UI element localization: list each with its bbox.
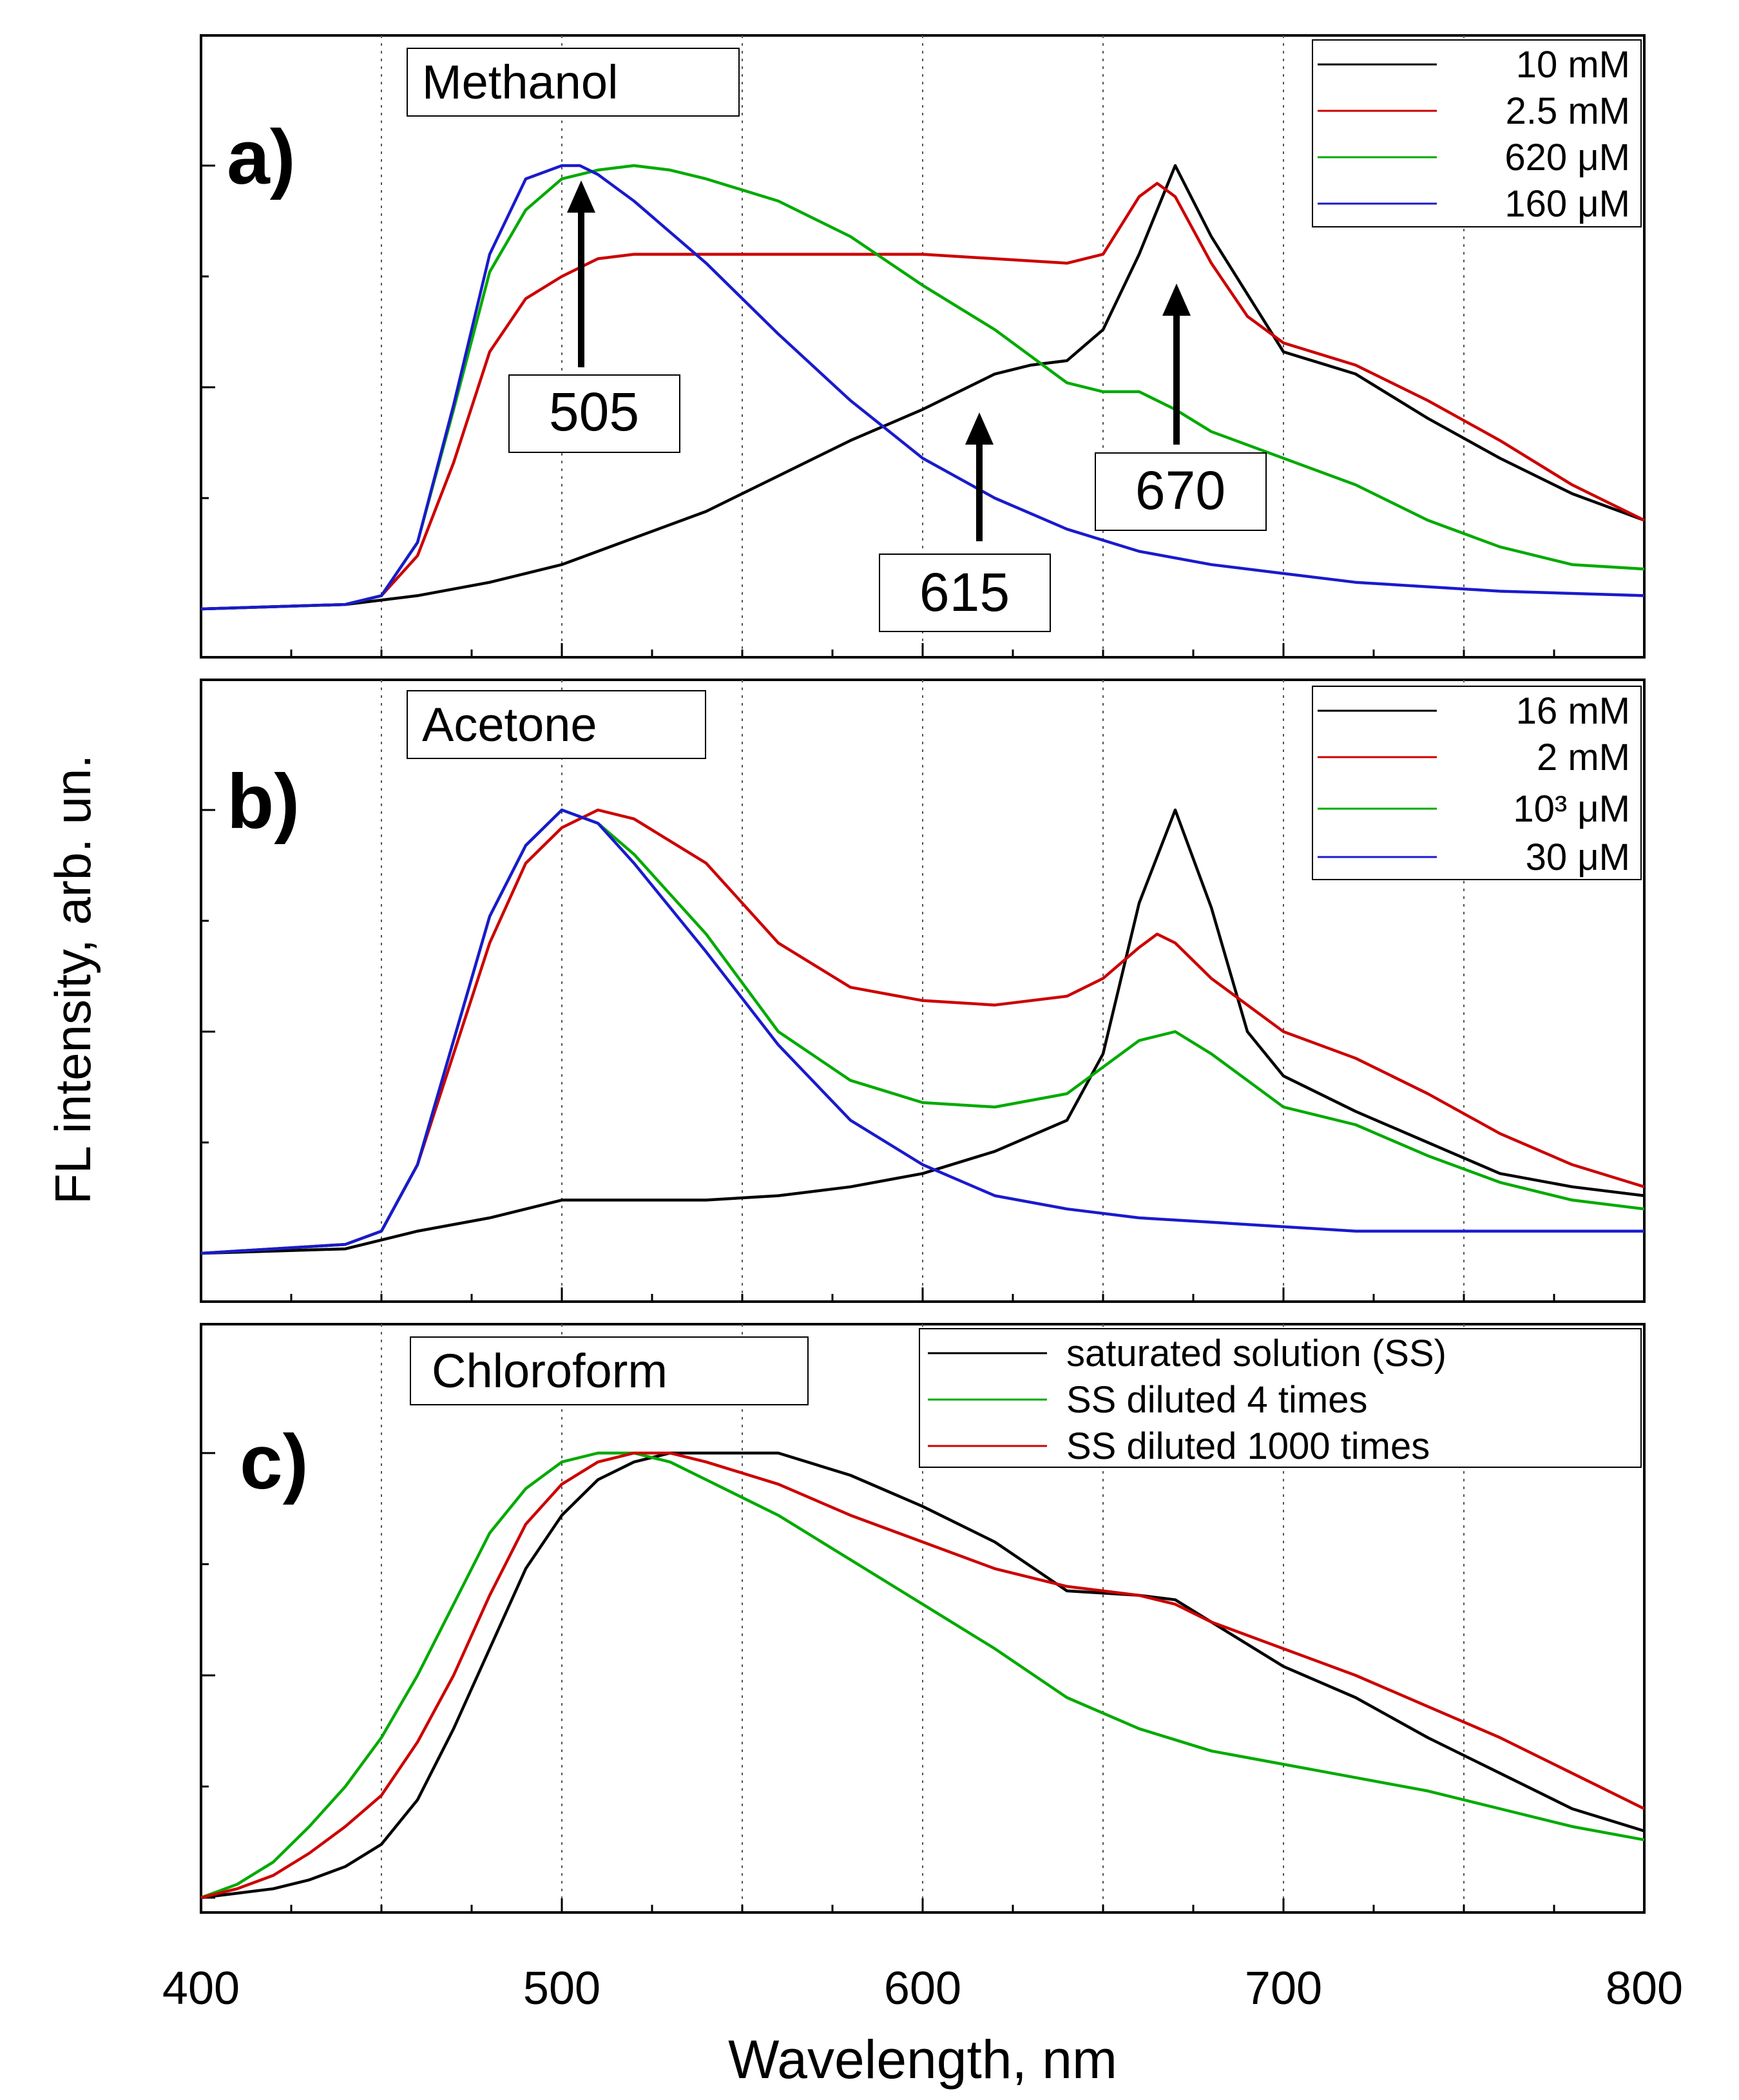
- panel-b-legend: [1312, 686, 1642, 880]
- legend-entry: 10 mM: [1516, 44, 1630, 86]
- legend-entry: 30 μM: [1526, 836, 1630, 878]
- legend-entry: 2.5 mM: [1506, 90, 1630, 132]
- annotation-670: 670: [1135, 460, 1225, 521]
- panel-a-series-0: [200, 164, 1645, 611]
- arrow-505-head: [567, 180, 595, 213]
- panel-c-legend: [919, 1328, 1642, 1468]
- legend-entry: 160 μM: [1504, 183, 1630, 225]
- legend-entry: 620 μM: [1504, 137, 1630, 178]
- annotation-670-box: [1095, 452, 1267, 531]
- x-tick-label: 800: [1606, 1963, 1683, 2014]
- legend-entry: saturated solution (SS): [1066, 1333, 1446, 1374]
- x-axis-label: Wavelength, nm: [728, 2029, 1117, 2090]
- annotation-615: 615: [919, 562, 1010, 622]
- panel-a-legend: [1312, 39, 1642, 227]
- legend-entry: 10³ μM: [1513, 788, 1630, 830]
- legend-entry: 2 mM: [1537, 737, 1630, 778]
- panel-c-solvent-box: [410, 1336, 809, 1405]
- annotation-505: 505: [549, 381, 639, 442]
- arrow-670-head: [1162, 284, 1191, 316]
- panel-b-letter: b): [227, 758, 300, 845]
- legend-entry: SS diluted 4 times: [1066, 1379, 1367, 1421]
- x-tick-label: 500: [523, 1963, 600, 2014]
- panel-c-solvent-label: Chloroform: [432, 1344, 668, 1398]
- panel-a-series-1: [200, 182, 1645, 611]
- panel-a-letter: a): [227, 114, 296, 200]
- x-tick-label: 600: [884, 1963, 961, 2014]
- series-layer: [200, 164, 1645, 1900]
- panel-c-series-1: [200, 1451, 1645, 1900]
- legend-entry: 16 mM: [1516, 690, 1630, 732]
- panel-a-series-2: [200, 164, 1645, 611]
- grid-layer: [200, 35, 1646, 1912]
- x-tick-label: 400: [162, 1963, 240, 2014]
- x-tick-label: 700: [1245, 1963, 1322, 2014]
- panel-a-solvent-label: Methanol: [422, 55, 618, 109]
- legend-entry: SS diluted 1000 times: [1066, 1425, 1430, 1467]
- y-axis-label: FL intensity, arb. un.: [44, 755, 101, 1204]
- annotation-505-box: [508, 374, 680, 453]
- panel-b-solvent-box: [407, 690, 706, 759]
- panel-a-solvent-box: [407, 48, 740, 117]
- panel-c-series-0: [200, 1451, 1645, 1900]
- panel-b-series-0: [200, 808, 1645, 1255]
- panel-a-series-3: [200, 164, 1645, 611]
- arrow-615-head: [965, 412, 994, 445]
- panel-b-series-3: [200, 808, 1644, 1255]
- panel-c-letter: c): [240, 1419, 309, 1505]
- annotation-615-box: [879, 554, 1051, 632]
- panel-c-series-2: [200, 1451, 1645, 1900]
- panel-b-series-1: [200, 808, 1645, 1255]
- panel-b-solvent-label: Acetone: [422, 698, 597, 751]
